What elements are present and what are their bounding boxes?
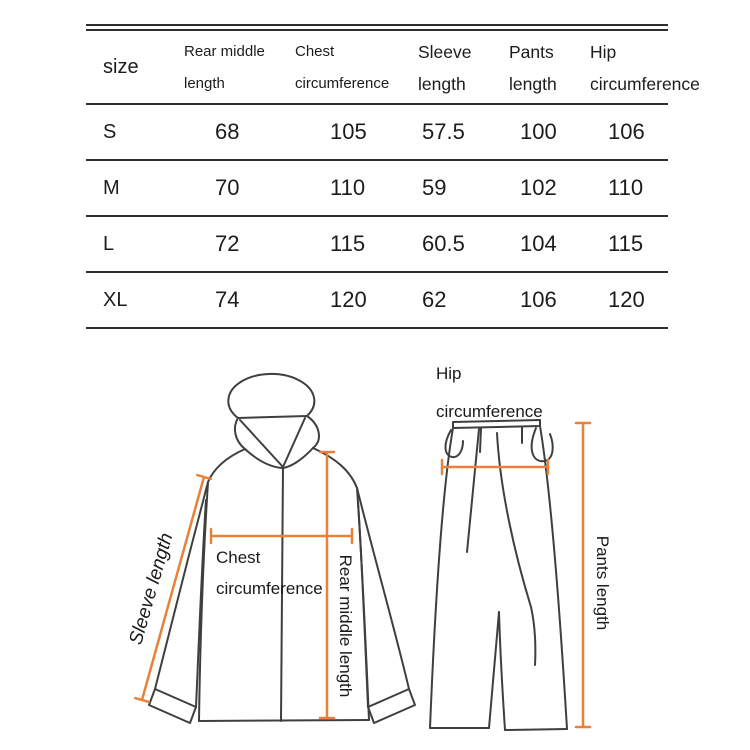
chest-circumference-label: Chest circumference xyxy=(216,548,323,598)
cell-pants-length: 106 xyxy=(520,287,557,312)
header-sleeve-length: Sleeve length xyxy=(418,42,472,94)
cell-sleeve-length: 60.5 xyxy=(422,231,465,256)
cell-chest-circumference: 120 xyxy=(330,287,367,312)
cell-size: XL xyxy=(103,288,128,311)
cell-chest-circumference: 115 xyxy=(330,231,366,256)
table-header-row: size Rear middle length Chest circumfere… xyxy=(86,31,700,105)
cell-hip-circumference: 110 xyxy=(608,175,644,200)
cell-hip-circumference: 115 xyxy=(608,231,644,256)
table-row: L 72 115 60.5 104 115 xyxy=(86,217,668,273)
header-hip-circumference: Hip circumference xyxy=(590,42,700,94)
cell-size: M xyxy=(103,176,120,199)
cell-sleeve-length: 59 xyxy=(422,175,447,200)
measurement-lines xyxy=(134,421,592,729)
cell-hip-circumference: 120 xyxy=(608,287,645,312)
table-row: M 70 110 59 102 110 xyxy=(86,161,668,217)
header-chest-circumference: Chest circumference xyxy=(295,43,390,92)
pants-length-label: Pants length xyxy=(593,535,612,631)
cell-rear-middle-length: 70 xyxy=(215,175,240,200)
header-rear-middle-length: Rear middle length xyxy=(184,43,265,92)
hip-circumference-label: Hip circumference xyxy=(436,364,543,421)
jacket-outline xyxy=(148,372,416,724)
header-size-label: size xyxy=(103,55,139,78)
rear-middle-length-label: Rear middle length xyxy=(336,554,355,698)
cell-rear-middle-length: 74 xyxy=(215,287,240,312)
header-size: size xyxy=(86,31,180,103)
cell-size: S xyxy=(103,120,117,143)
cell-chest-circumference: 105 xyxy=(330,119,367,144)
header-pants-length: Pants length xyxy=(509,42,557,94)
table-top-double-rule xyxy=(86,24,668,31)
cell-hip-circumference: 106 xyxy=(608,119,645,144)
cell-sleeve-length: 62 xyxy=(422,287,447,312)
cell-pants-length: 104 xyxy=(520,231,557,256)
cell-chest-circumference: 110 xyxy=(330,175,366,200)
garment-measurement-diagram xyxy=(134,372,592,731)
table-row: S 68 105 57.5 100 106 xyxy=(86,105,668,161)
table-row: XL 74 120 62 106 120 xyxy=(86,273,668,329)
cell-pants-length: 102 xyxy=(520,175,557,200)
pants-outline xyxy=(429,419,568,731)
cell-rear-middle-length: 68 xyxy=(215,119,240,144)
cell-sleeve-length: 57.5 xyxy=(422,119,465,144)
cell-size: L xyxy=(103,232,115,255)
cell-pants-length: 100 xyxy=(520,119,557,144)
cell-rear-middle-length: 72 xyxy=(215,231,240,256)
size-table: size Rear middle length Chest circumfere… xyxy=(86,24,700,329)
